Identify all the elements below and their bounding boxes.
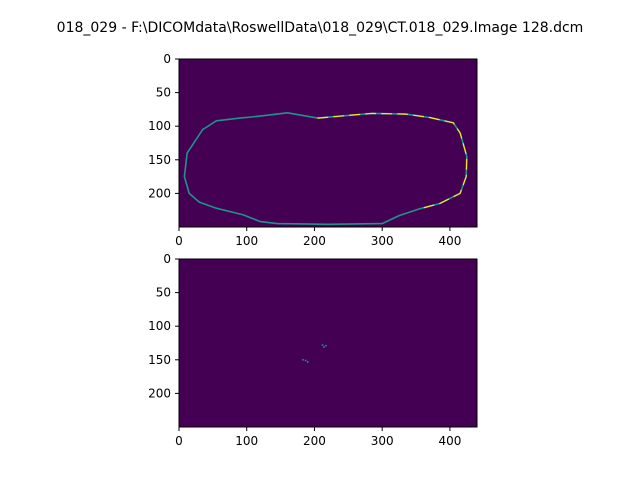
- bottom-y-tick-label: 100: [148, 319, 171, 333]
- bottom-edge-point: [325, 344, 327, 347]
- bottom-edge-point: [306, 361, 309, 363]
- bottom-edge-point: [323, 346, 325, 348]
- top-x-tick-label: 100: [235, 234, 258, 248]
- bottom-x-tick-label: 0: [175, 434, 183, 448]
- bottom-x-tick-label: 100: [235, 434, 258, 448]
- bottom-edge-points: [302, 344, 327, 363]
- top-y-tick-label: 50: [156, 86, 171, 100]
- top-subplot: 0 100 200 300 400 0 50 100 150 200: [148, 52, 478, 248]
- top-y-tick-label: 200: [148, 186, 171, 200]
- bottom-x-tick-label: 200: [303, 434, 326, 448]
- bottom-y-tick-label: 150: [148, 353, 171, 367]
- bottom-x-tick-label: 300: [371, 434, 394, 448]
- bottom-y-tick-label: 0: [163, 252, 171, 266]
- bottom-edge-point: [304, 359, 307, 362]
- bottom-edge-point: [302, 359, 304, 361]
- bottom-y-tick-label: 200: [148, 386, 171, 400]
- bottom-subplot: 0 100 200 300 400 0 50 100 150 200: [148, 252, 478, 448]
- top-y-ticks: 0 50 100 150 200: [148, 52, 179, 200]
- top-x-tick-label: 300: [371, 234, 394, 248]
- top-x-ticks: 0 100 200 300 400: [175, 227, 461, 248]
- bottom-x-tick-label: 400: [438, 434, 461, 448]
- bottom-edge-point: [321, 344, 324, 346]
- top-x-tick-label: 200: [303, 234, 326, 248]
- top-image-background: [179, 59, 477, 227]
- bottom-x-ticks: 0 100 200 300 400: [175, 427, 461, 448]
- bottom-y-ticks: 0 50 100 150 200: [148, 252, 179, 400]
- top-y-tick-label: 0: [163, 52, 171, 66]
- top-x-tick-label: 400: [438, 234, 461, 248]
- figure-title: 018_029 - F:\DICOMdata\RoswellData\018_0…: [57, 20, 584, 36]
- bottom-image-background: [179, 259, 477, 427]
- top-x-tick-label: 0: [175, 234, 183, 248]
- top-y-tick-label: 100: [148, 119, 171, 133]
- top-y-tick-label: 150: [148, 153, 171, 167]
- top-edge-highlight: [317, 112, 468, 210]
- bottom-axes-frame: [178, 258, 478, 428]
- bottom-y-tick-label: 50: [156, 286, 171, 300]
- top-axes-frame: [178, 58, 478, 228]
